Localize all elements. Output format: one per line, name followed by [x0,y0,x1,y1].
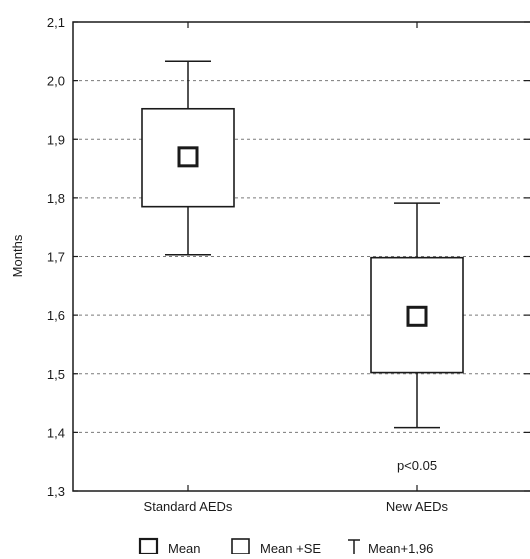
mean-marker [406,305,428,327]
legend-label-ci: Mean+1,96 [368,541,433,554]
legend-item-mean: Mean [138,537,201,556]
y-tick-label: 1,5 [47,367,65,382]
y-tick-label: 1,8 [47,191,65,206]
legend-item-ci: Mean+1,96 [348,539,433,556]
y-tick-label: 1,6 [47,308,65,323]
y-tick-label: 2,0 [47,74,65,89]
whisker-lower [165,206,211,256]
plot-frame [72,21,530,492]
plot-series [141,60,464,429]
whisker-upper [394,202,440,258]
legend-label-mean: Mean [168,541,201,554]
y-axis: 1,3 1,4 1,5 1,6 1,7 1,8 1,9 2,0 2,1 [47,15,530,499]
legend: Mean Mean +SE Mean+1,96 [138,537,433,556]
y-tick-label: 1,4 [47,425,65,440]
whisker-upper [165,60,211,109]
y-tick-label: 1,9 [47,132,65,147]
se-box-icon [231,538,250,555]
legend-label-se: Mean +SE [260,541,321,554]
box-group [370,202,464,429]
x-tick-label: Standard AEDs [144,499,233,514]
mean-square-icon [138,537,159,556]
whisker-lower [394,372,440,429]
y-tick-label: 2,1 [47,15,65,30]
y-tick-label: 1,3 [47,484,65,499]
x-tick-label: New AEDs [386,499,449,514]
mean-marker [177,146,199,168]
legend-item-se: Mean +SE [231,538,321,556]
y-tick-label: 1,7 [47,250,65,265]
box-group [141,60,235,256]
y-axis-label: Months [10,234,25,277]
x-axis: Standard AEDs New AEDs [144,22,449,514]
whisker-icon [348,539,360,554]
significance-annotation: p<0.05 [397,458,437,473]
